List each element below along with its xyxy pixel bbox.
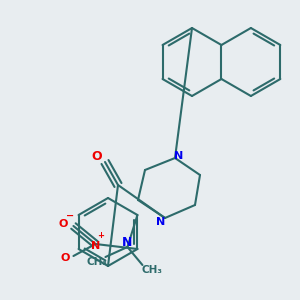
Text: N: N [174, 151, 184, 161]
Text: CH₃: CH₃ [142, 265, 163, 275]
Text: O: O [92, 151, 102, 164]
Text: +: + [97, 232, 104, 241]
Text: N: N [91, 241, 100, 251]
Text: O: O [61, 253, 70, 263]
Text: CH₃: CH₃ [87, 257, 108, 267]
Text: N: N [122, 236, 133, 248]
Text: N: N [156, 217, 166, 227]
Text: O: O [59, 219, 68, 229]
Text: −: − [66, 211, 74, 221]
